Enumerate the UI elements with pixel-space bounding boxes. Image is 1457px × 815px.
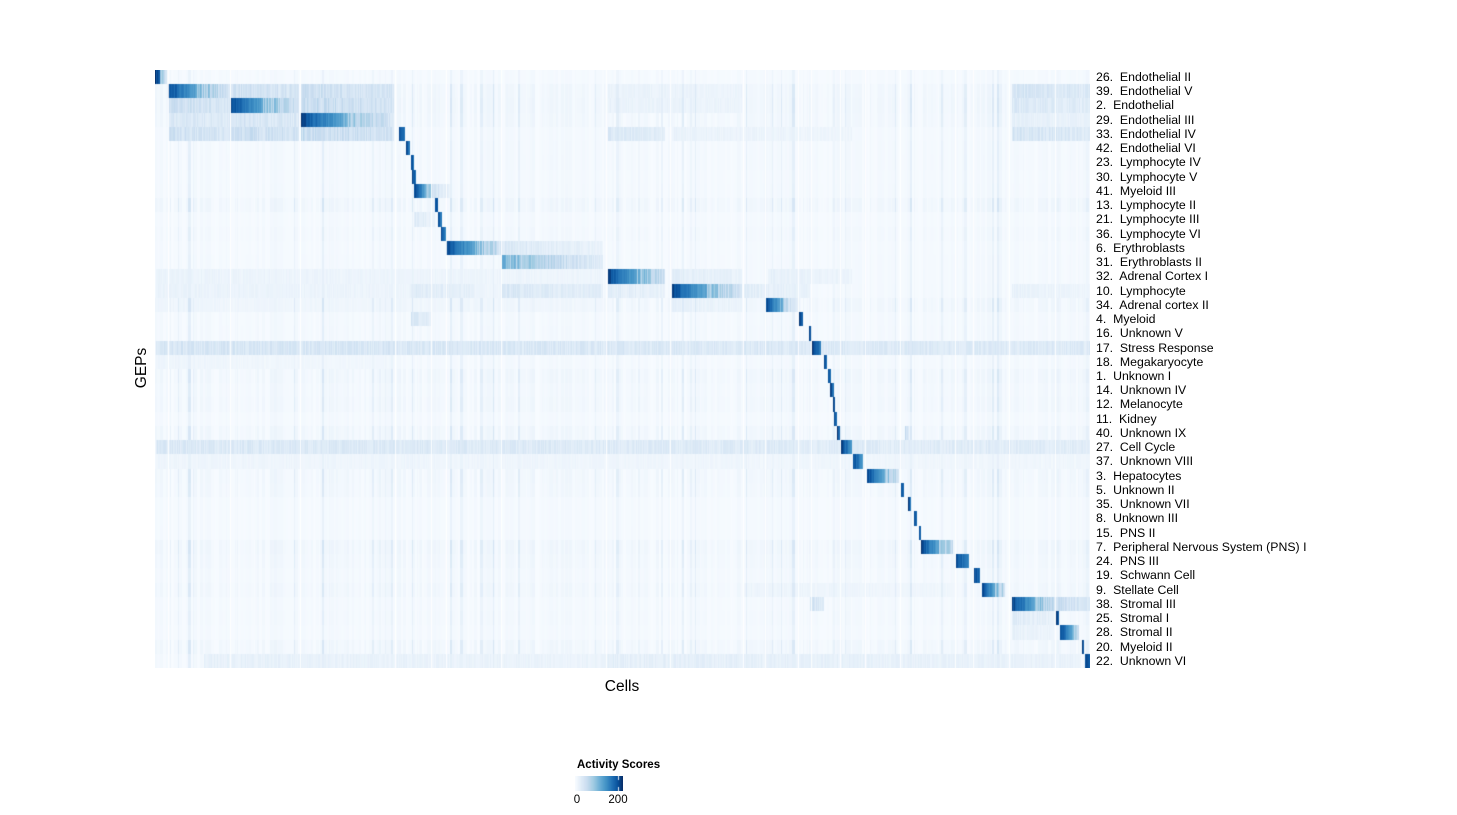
- gep-row-label: 13. Lymphocyte II: [1096, 198, 1197, 213]
- gep-row-label: 7. Peripheral Nervous System (PNS) I: [1096, 539, 1307, 554]
- gep-row-label: 9. Stellate Cell: [1096, 582, 1179, 597]
- gep-row-label: 10. Lymphocyte: [1096, 283, 1186, 298]
- gep-row-label: 1. Unknown I: [1096, 369, 1172, 383]
- gep-row-label: 42. Endothelial VI: [1096, 141, 1196, 156]
- gep-row-label: 16. Unknown V: [1096, 326, 1183, 341]
- gep-row-label: 4. Myeloid: [1096, 312, 1156, 327]
- gep-row-label: 31. Erythroblasts II: [1096, 255, 1202, 270]
- gep-row-label: 19. Schwann Cell: [1096, 568, 1196, 583]
- gep-row-label: 17. Stress Response: [1096, 340, 1214, 355]
- legend-tick-0: 0: [573, 794, 581, 806]
- gep-row-label: 21. Lymphocyte III: [1096, 212, 1200, 227]
- gep-row-label: 23. Lymphocyte IV: [1096, 155, 1201, 170]
- gep-row-label: 5. Unknown II: [1096, 482, 1175, 497]
- gep-row-label: 3. Hepatocytes: [1096, 468, 1182, 483]
- gep-row-label: 36. Lymphocyte VI: [1096, 226, 1201, 241]
- gep-row-label: 20. Myeloid II: [1096, 639, 1173, 654]
- gep-row-label: 30. Lymphocyte V: [1096, 169, 1198, 184]
- legend-colorbar: [575, 776, 623, 791]
- gep-row-label: 6. Erythroblasts: [1096, 240, 1185, 255]
- gep-row-label: 27. Cell Cycle: [1096, 440, 1176, 455]
- legend-title: Activity Scores: [577, 759, 661, 771]
- gep-row-label: 37. Unknown VIII: [1096, 454, 1194, 469]
- gep-row-label: 14. Unknown IV: [1096, 383, 1187, 398]
- gep-row-label: 32. Adrenal Cortex I: [1096, 269, 1209, 284]
- gep-row-label: 24. PNS III: [1096, 554, 1159, 569]
- gep-row-label: 26. Endothelial II: [1096, 70, 1192, 84]
- gep-row-label: 34. Adrenal cortex II: [1096, 297, 1209, 312]
- x-axis-label: Cells: [604, 678, 640, 695]
- gep-row-label: 18. Megakaryocyte: [1096, 354, 1204, 369]
- gep-row-label: 29. Endothelial III: [1096, 112, 1195, 127]
- gep-row-label: 22. Unknown VI: [1096, 653, 1187, 668]
- y-axis-label: GEPs: [133, 347, 150, 389]
- gep-row-label: 39. Endothelial V: [1096, 84, 1193, 99]
- gep-row-labels: 26. Endothelial II 39. Endothelial V 2. En…: [1096, 70, 1456, 668]
- gep-row-label: 12. Melanocyte: [1096, 397, 1183, 412]
- gep-row-label: 38. Stromal III: [1096, 596, 1176, 611]
- gep-row-label: 41. Myeloid III: [1096, 183, 1176, 198]
- gep-row-label: 40. Unknown IX: [1096, 425, 1187, 440]
- legend-tick-200: 200: [608, 794, 628, 806]
- gep-row-label: 33. Endothelial IV: [1096, 126, 1196, 141]
- gep-row-label: 28. Stromal II: [1096, 625, 1173, 640]
- gep-row-label: 35. Unknown VII: [1096, 497, 1190, 512]
- heatmap-canvas: [155, 70, 1090, 668]
- gep-row-label: 25. Stromal I: [1096, 611, 1170, 626]
- gep-row-label: 2. Endothelial: [1096, 98, 1174, 113]
- gep-row-label: 15. PNS II: [1096, 525, 1156, 540]
- gep-row-label: 11. Kidney: [1096, 411, 1157, 426]
- gep-row-label: 8. Unknown III: [1096, 511, 1179, 526]
